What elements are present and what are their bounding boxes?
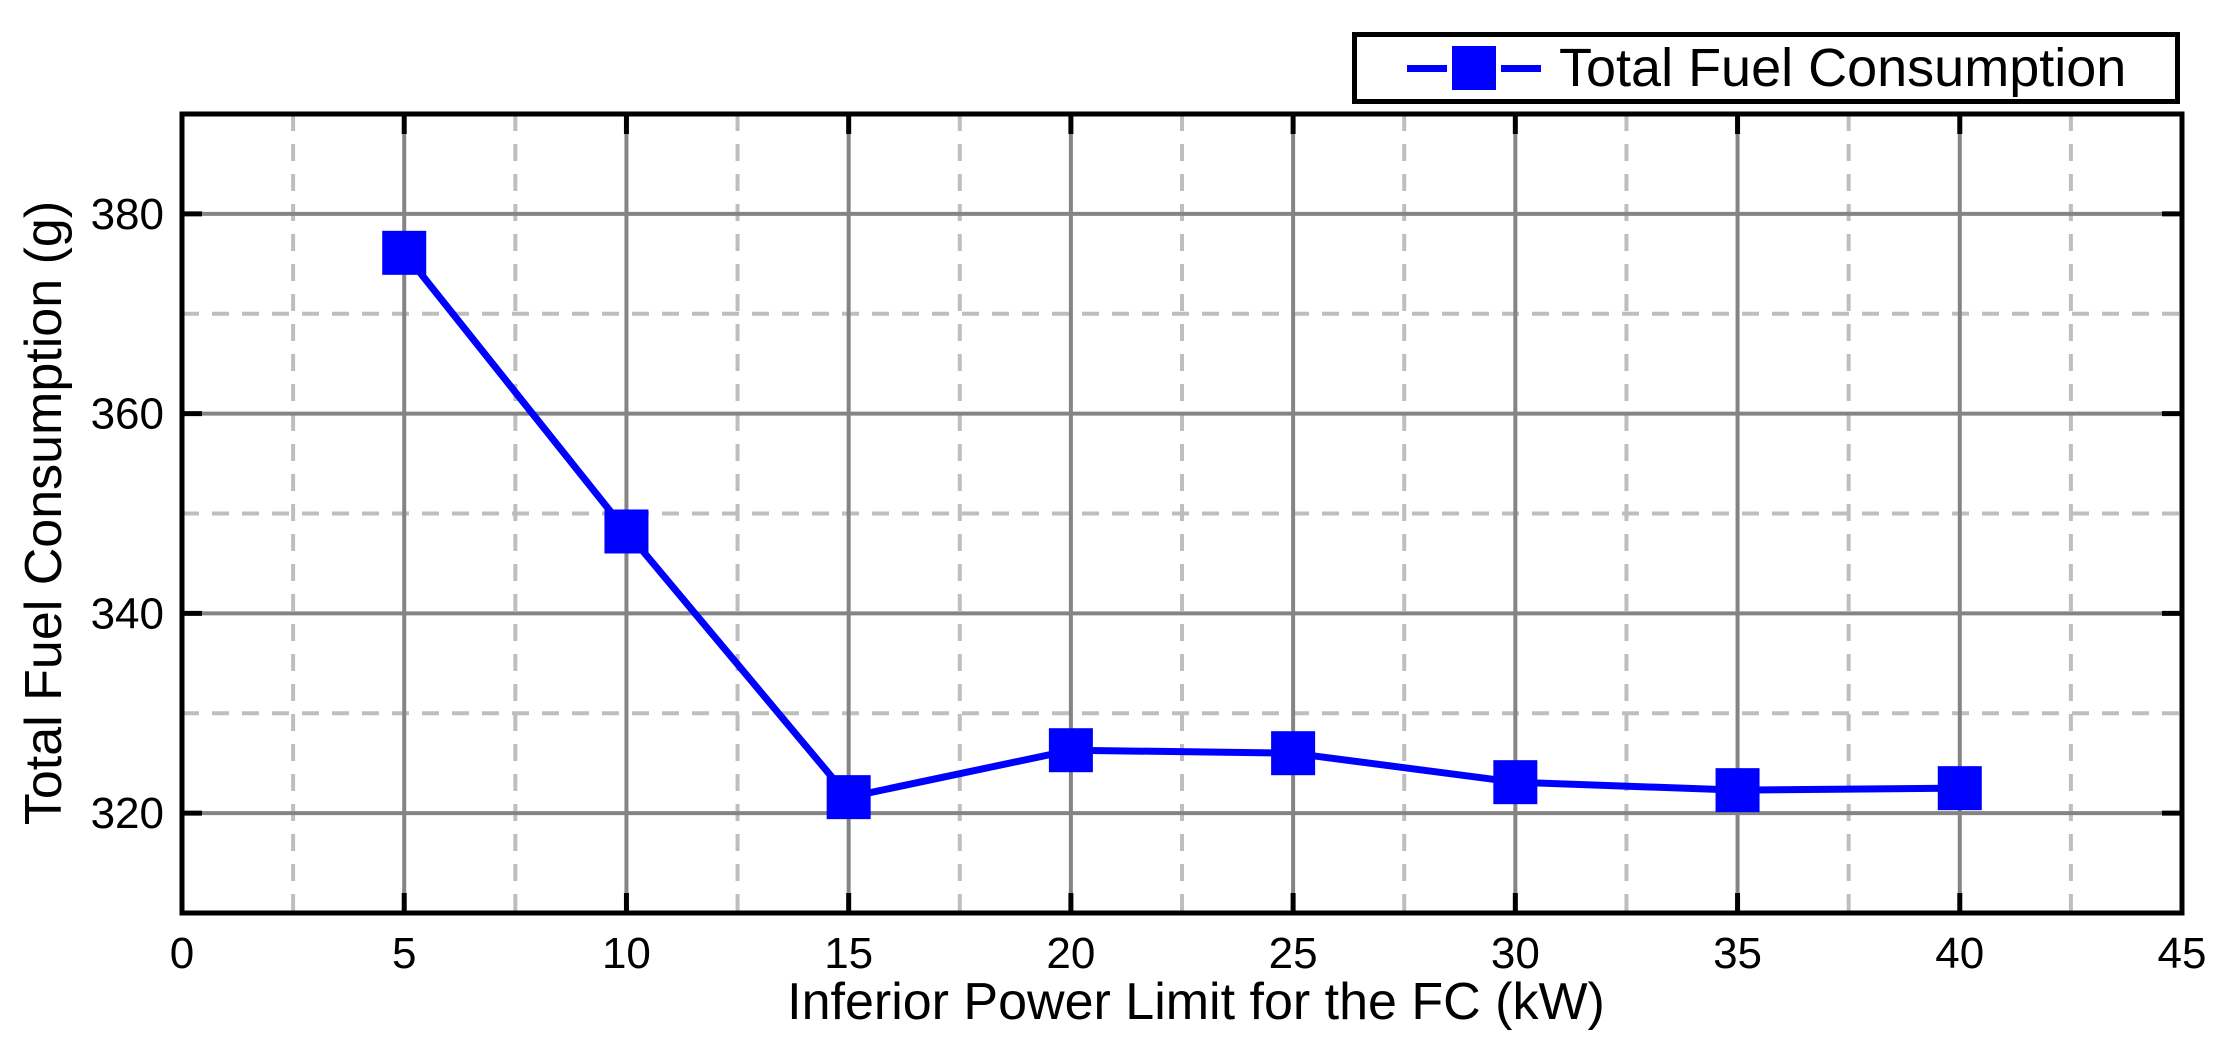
x-tick-label: 30 — [1491, 929, 1540, 978]
y-tick-label: 340 — [91, 589, 164, 638]
x-axis-label: Inferior Power Limit for the FC (kW) — [787, 973, 1605, 1031]
x-tick-label: 35 — [1713, 929, 1762, 978]
y-tick-label: 320 — [91, 789, 164, 838]
data-point-marker — [826, 775, 871, 820]
series-line — [401, 250, 1960, 802]
data-point-marker — [1271, 731, 1316, 776]
legend-label: Total Fuel Consumption — [1559, 38, 2127, 98]
legend-line-dash-left-icon — [1407, 64, 1447, 72]
legend: Total Fuel Consumption — [1352, 32, 2180, 104]
legend-line-dash-right-icon — [1501, 64, 1541, 72]
x-tick-label: 20 — [1046, 929, 1095, 978]
legend-marker-square-icon — [1452, 46, 1496, 90]
y-axis-label: Total Fuel Consumption (g) — [15, 200, 73, 826]
x-tick-label: 5 — [392, 929, 416, 978]
x-tick-label: 15 — [824, 929, 873, 978]
x-tick-label: 10 — [602, 929, 651, 978]
data-point-marker — [382, 230, 427, 275]
data-point-marker — [1048, 728, 1093, 773]
x-tick-label: 0 — [170, 929, 194, 978]
data-point-marker — [1715, 768, 1760, 813]
x-tick-label: 25 — [1269, 929, 1318, 978]
data-point-marker — [1937, 766, 1982, 811]
x-tick-label: 40 — [1935, 929, 1984, 978]
axes-frame — [179, 111, 2185, 916]
x-tick-label: 45 — [2158, 929, 2207, 978]
data-point-marker — [1493, 760, 1538, 805]
y-tick-label: 360 — [91, 390, 164, 439]
y-tick-label: 380 — [91, 190, 164, 239]
data-point-marker — [604, 509, 649, 554]
